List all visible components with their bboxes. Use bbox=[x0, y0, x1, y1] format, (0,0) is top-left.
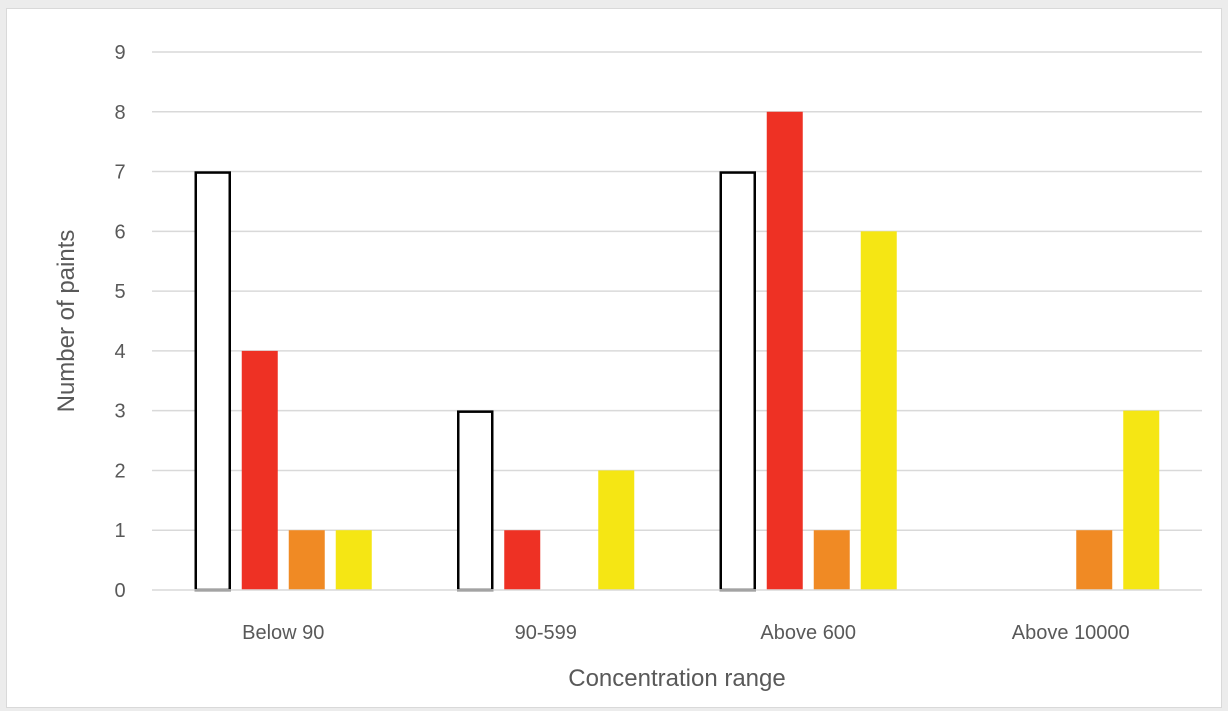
bar-90-599-s1 bbox=[457, 410, 494, 592]
bar-90-599-s4 bbox=[598, 470, 635, 590]
bar-above-600-s2 bbox=[766, 111, 803, 591]
x-axis-title: Concentration range bbox=[568, 665, 785, 692]
bar-90-599-s2 bbox=[504, 530, 541, 590]
bar-below-90-s1 bbox=[194, 171, 231, 592]
y-tick-label: 9 bbox=[114, 42, 125, 64]
x-tick-label: Above 600 bbox=[760, 622, 856, 644]
bars bbox=[194, 111, 1160, 592]
bar-above-600-s4 bbox=[860, 231, 897, 591]
y-tick-labels: 0 1 2 3 4 5 6 7 8 9 bbox=[114, 42, 125, 602]
bar-below-90-s2 bbox=[241, 350, 278, 590]
y-tick-label: 0 bbox=[114, 580, 125, 602]
y-tick-label: 8 bbox=[114, 102, 125, 124]
y-axis-title: Number of paints bbox=[53, 230, 80, 413]
bar-above-600-s3 bbox=[813, 530, 850, 590]
y-tick-label: 5 bbox=[114, 281, 125, 303]
x-tick-label: 90-599 bbox=[515, 622, 577, 644]
y-tick-label: 3 bbox=[114, 401, 125, 423]
bar-above-10000-s4 bbox=[1123, 410, 1160, 590]
gridlines bbox=[152, 51, 1202, 531]
chart-frame: 0 1 2 3 4 5 6 7 8 9 Below 90 90-599 Above 600 Above … bbox=[6, 8, 1222, 708]
y-tick-label: 1 bbox=[114, 520, 125, 542]
bar-above-600-s1 bbox=[719, 171, 756, 592]
x-tick-label: Above 10000 bbox=[1012, 622, 1130, 644]
bar-below-90-s3 bbox=[288, 530, 325, 590]
y-tick-label: 2 bbox=[114, 460, 125, 482]
bar-above-10000-s3 bbox=[1076, 530, 1113, 590]
x-tick-labels: Below 90 90-599 Above 600 Above 10000 bbox=[242, 622, 1130, 644]
y-tick-label: 6 bbox=[114, 221, 125, 243]
x-tick-label: Below 90 bbox=[242, 622, 324, 644]
y-tick-label: 7 bbox=[114, 162, 125, 184]
bar-chart: 0 1 2 3 4 5 6 7 8 9 Below 90 90-599 Above 600 Above … bbox=[53, 42, 1202, 692]
bar-below-90-s4 bbox=[335, 530, 372, 590]
y-tick-label: 4 bbox=[114, 341, 125, 363]
